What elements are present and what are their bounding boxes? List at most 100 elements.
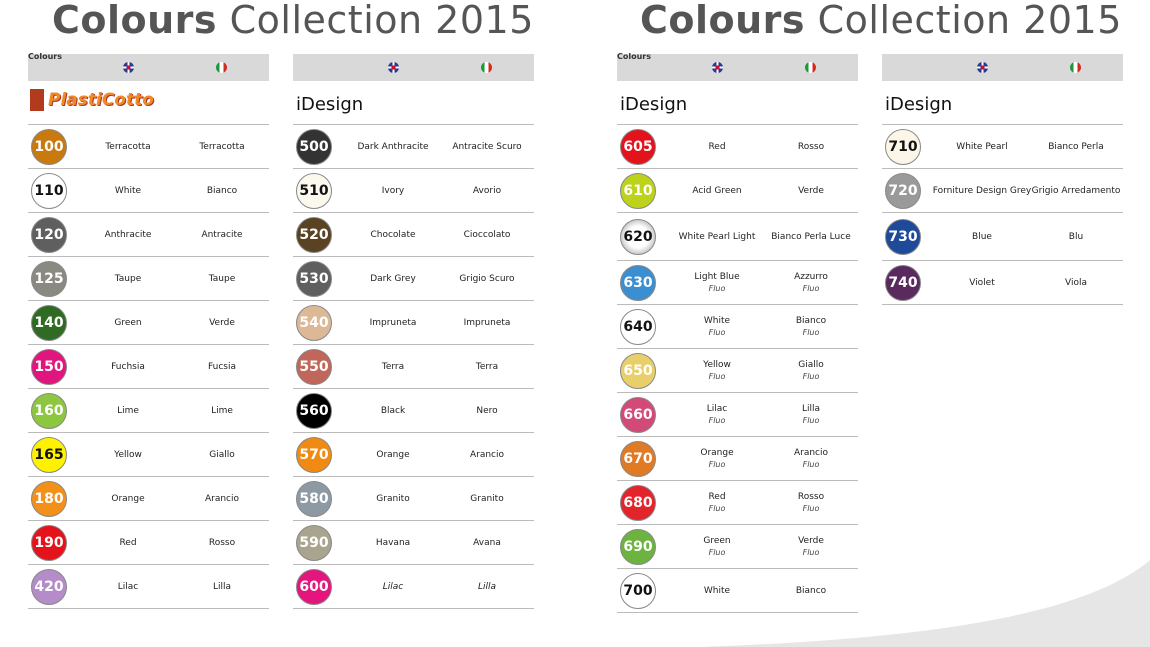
uk-flag-icon	[712, 62, 723, 73]
english-name: Lilac	[117, 581, 139, 592]
english-name: Forniture Design Grey	[932, 185, 1032, 196]
header-label: Colours	[617, 52, 652, 61]
italian-name: Grigio Arredamento	[1031, 185, 1121, 196]
italian-name: Arancio Fluo	[793, 447, 829, 469]
english-name: Acid Green	[692, 185, 742, 196]
table-header: Colours	[28, 52, 269, 81]
colour-swatch: 150	[31, 348, 67, 385]
brand-logo: iDesign	[617, 81, 858, 125]
colour-row: 165 Yellow Giallo	[28, 433, 269, 477]
colour-swatch: 610	[620, 172, 656, 209]
colour-swatch: 670	[620, 440, 656, 477]
colour-row: 190 Red Rosso	[28, 521, 269, 565]
colour-swatch: 730	[885, 218, 921, 255]
italian-name: Avana	[473, 537, 501, 548]
english-name: White Pearl	[956, 141, 1008, 152]
colour-swatch: 530	[296, 260, 332, 297]
colour-swatch: 570	[296, 436, 332, 473]
colour-row: 120 Anthracite Antracite	[28, 213, 269, 257]
italian-name: Blu	[1068, 231, 1084, 242]
colour-row: 710 White Pearl Bianco Perla	[882, 125, 1123, 169]
colour-swatch: 620	[620, 218, 656, 255]
colour-row: 630 Light Blue Fluo Azzurro Fluo	[617, 261, 858, 305]
italian-name: Terra	[475, 361, 499, 372]
italian-name: Giallo Fluo	[798, 359, 824, 381]
english-name: Lilac Fluo	[706, 403, 728, 425]
italy-flag-icon	[1070, 62, 1081, 73]
colour-swatch: 510	[296, 172, 332, 209]
english-name: Red	[119, 537, 137, 548]
italian-name: Bianco	[795, 585, 827, 596]
uk-flag-icon	[388, 62, 399, 73]
italian-name: Taupe	[208, 273, 236, 284]
colour-row: 730 Blue Blu	[882, 213, 1123, 261]
colour-row: 640 White Fluo Bianco Fluo	[617, 305, 858, 349]
english-name: White	[703, 585, 731, 596]
colour-row: 740 Violet Viola	[882, 261, 1123, 305]
colour-swatch: 710	[885, 128, 921, 165]
english-name: Lilac	[382, 581, 404, 592]
colour-row: 510 Ivory Avorio	[293, 169, 534, 213]
italian-name: Verde	[798, 185, 824, 196]
colour-row: 125 Taupe Taupe	[28, 257, 269, 301]
italian-name: Grigio Scuro	[459, 273, 515, 284]
uk-flag-icon	[123, 62, 134, 73]
english-name: White	[114, 185, 142, 196]
italian-name: Rosso Fluo	[797, 491, 825, 513]
italian-name: Rosso	[208, 537, 236, 548]
italian-name: Arancio	[469, 449, 505, 460]
uk-flag-icon	[977, 62, 988, 73]
colour-swatch: 165	[31, 436, 67, 473]
colour-swatch: 120	[31, 216, 67, 253]
english-name: Lime	[117, 405, 139, 416]
colour-table: iDesign 710 White Pearl Bianco Perla 720 Forn…	[882, 54, 1123, 305]
english-name: Fuchsia	[111, 361, 145, 372]
colour-row: 650 Yellow Fluo Giallo Fluo	[617, 349, 858, 393]
page-title-left: Colours Collection 2015	[52, 0, 534, 42]
colour-swatch: 660	[620, 396, 656, 433]
english-name: Anthracite	[104, 229, 152, 240]
english-name: Green Fluo	[703, 535, 731, 557]
colour-row: 610 Acid Green Verde	[617, 169, 858, 213]
colour-swatch: 560	[296, 392, 332, 429]
colour-row: 180 Orange Arancio	[28, 477, 269, 521]
colour-swatch: 110	[31, 172, 67, 209]
colour-table: iDesign 500 Dark Anthracite Antracite Scuro…	[293, 54, 534, 609]
italy-flag-icon	[481, 62, 492, 73]
italian-name: Viola	[1065, 277, 1087, 288]
colour-swatch: 190	[31, 524, 67, 561]
colour-row: 680 Red Fluo Rosso Fluo	[617, 481, 858, 525]
colour-swatch: 720	[885, 172, 921, 209]
brand-logo: iDesign	[293, 81, 534, 125]
english-name: Ivory	[381, 185, 405, 196]
colour-swatch: 540	[296, 304, 332, 341]
english-name: Impruneta	[369, 317, 417, 328]
italian-name: Bianco Perla	[1048, 141, 1104, 152]
italian-name: Granito	[470, 493, 504, 504]
colour-swatch: 590	[296, 524, 332, 561]
colour-row: 700 White Bianco	[617, 569, 858, 613]
italian-name: Lilla	[212, 581, 232, 592]
colour-swatch: 125	[31, 260, 67, 297]
colour-swatch: 640	[620, 308, 656, 345]
italian-name: Bianco Perla Luce	[771, 231, 851, 242]
colour-row: 150 Fuchsia Fucsia	[28, 345, 269, 389]
english-name: Light Blue Fluo	[694, 271, 740, 293]
colour-swatch: 690	[620, 528, 656, 565]
english-name: Yellow Fluo	[703, 359, 731, 381]
colour-swatch: 630	[620, 264, 656, 301]
english-name: Havana	[375, 537, 411, 548]
colour-swatch: 740	[885, 264, 921, 301]
colour-swatch: 140	[31, 304, 67, 341]
italian-name: Cioccolato	[463, 229, 511, 240]
table-header	[293, 54, 534, 81]
italian-name: Bianco	[206, 185, 238, 196]
english-name: Dark Grey	[370, 273, 416, 284]
italian-name: Antracite	[201, 229, 243, 240]
italian-name: Avorio	[472, 185, 502, 196]
english-name: Red	[708, 141, 726, 152]
english-name: White Pearl Light	[678, 231, 756, 242]
colour-row: 720 Forniture Design Grey Grigio Arredamen…	[882, 169, 1123, 213]
colour-row: 530 Dark Grey Grigio Scuro	[293, 257, 534, 301]
brand-logo: iDesign	[882, 81, 1123, 125]
